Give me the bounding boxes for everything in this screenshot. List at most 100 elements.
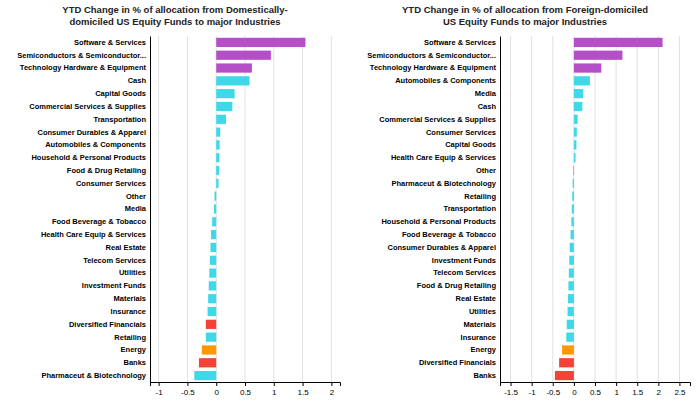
y-tick: Energy	[121, 345, 150, 354]
y-tick: Real Estate	[106, 243, 150, 252]
y-tick-label: Consumer Durables & Apparel	[388, 243, 497, 252]
y-tick-label: Materials	[113, 294, 146, 303]
bar	[566, 333, 574, 342]
y-tick: Real Estate	[456, 294, 500, 303]
x-tick-mark	[159, 382, 160, 386]
y-tick-label: Automobiles & Components	[395, 76, 496, 85]
x-tick-mark	[616, 382, 617, 386]
bar	[194, 371, 216, 380]
y-tick-label: Transportation	[93, 115, 146, 124]
bar	[573, 166, 575, 175]
grid-line	[158, 36, 159, 382]
y-tick: Health Care Equip & Services	[391, 153, 500, 162]
bar	[216, 115, 226, 124]
x-tick: -0.5	[546, 382, 560, 397]
y-tick-label: Diversified Financials	[419, 358, 496, 367]
bar	[574, 76, 590, 85]
bar	[211, 230, 216, 239]
bar	[573, 179, 574, 188]
grid-line	[273, 36, 274, 382]
bar	[216, 89, 234, 98]
x-tick: 2.5	[674, 382, 686, 397]
x-axis-line	[151, 383, 341, 387]
bar	[574, 63, 601, 72]
y-tick-label: Media	[125, 204, 147, 213]
x-tick-label: -0.5	[546, 388, 560, 397]
bar	[202, 345, 216, 354]
bar	[212, 217, 216, 226]
y-tick: Software & Services	[74, 38, 150, 47]
y-tick-label: Telecom Services	[83, 256, 146, 265]
y-axis-line	[500, 37, 501, 383]
y-tick: Capital Goods	[445, 140, 500, 149]
bar	[562, 345, 574, 354]
x-tick-label: 0.5	[590, 388, 602, 397]
y-tick: Consumer Services	[76, 179, 150, 188]
y-tick: Banks	[123, 358, 150, 367]
y-tick: Semiconductors & Semiconductor...	[367, 51, 500, 60]
bar	[574, 38, 663, 47]
bar	[574, 153, 576, 162]
y-tick-label: Technology Hardware & Equipment	[20, 63, 147, 72]
y-tick-label: Consumer Services	[426, 128, 496, 137]
x-axis-line	[501, 383, 691, 387]
y-tick: Cash	[478, 102, 500, 111]
y-tick: Telecom Services	[83, 256, 150, 265]
y-tick-label: Materials	[463, 320, 496, 329]
y-tick: Consumer Services	[426, 128, 500, 137]
x-tick: 0	[572, 382, 577, 397]
x-tick-label: 2	[330, 388, 335, 397]
y-tick-label: Food Beverage & Tobacco	[52, 217, 146, 226]
bar	[216, 76, 249, 85]
x-tick: -0.5	[181, 382, 195, 397]
bar	[216, 102, 232, 111]
x-tick: 0.5	[240, 382, 252, 397]
x-tick: 0.5	[590, 382, 602, 397]
y-tick: Semiconductors & Semiconductor...	[17, 51, 150, 60]
x-tick: 1.5	[632, 382, 644, 397]
x-axis: -1-0.500.511.52	[151, 382, 341, 397]
y-tick-label: Utilities	[469, 307, 496, 316]
y-tick: Commercial Services & Supplies	[29, 102, 150, 111]
x-tick-mark	[245, 382, 246, 386]
y-tick-label: Household & Personal Products	[381, 217, 496, 226]
grid-line	[616, 36, 617, 382]
y-tick-label: Investment Funds	[82, 281, 146, 290]
y-tick-label: Cash	[128, 76, 147, 85]
x-tick-mark	[595, 382, 596, 386]
x-tick: 1.5	[298, 382, 310, 397]
title-line: domiciled US Equity Funds to major Indus…	[69, 16, 280, 27]
x-tick: 1	[614, 382, 619, 397]
y-tick: Materials	[113, 294, 150, 303]
x-tick: -1	[529, 382, 537, 397]
y-tick-label: Retailing	[464, 192, 496, 201]
y-tick-label: Commercial Services & Supplies	[29, 102, 146, 111]
title-line: YTD Change in % of allocation from Domes…	[62, 4, 287, 15]
y-tick: Capital Goods	[95, 89, 150, 98]
y-tick: Materials	[463, 320, 500, 329]
bar	[570, 243, 574, 252]
grid	[511, 36, 680, 382]
grid-line	[302, 36, 303, 382]
x-tick-label: -1	[156, 388, 164, 397]
bar	[209, 281, 216, 290]
y-tick-label: Insurance	[111, 307, 146, 316]
x-tick-label: -0.5	[181, 388, 195, 397]
y-tick-label: Pharmaceut & Biotechnology	[41, 371, 146, 380]
x-tick-label: 1.5	[632, 388, 644, 397]
y-tick: Technology Hardware & Equipment	[370, 63, 500, 72]
bar	[216, 63, 252, 72]
x-tick-mark	[331, 382, 332, 386]
bar	[216, 140, 219, 149]
x-tick-mark	[274, 382, 275, 386]
y-tick-label: Capital Goods	[445, 140, 496, 149]
y-tick: Banks	[473, 371, 500, 380]
y-tick-label: Retailing	[114, 333, 146, 342]
grid-line	[245, 36, 246, 382]
y-tick-label: Energy	[121, 345, 147, 354]
bar	[216, 179, 218, 188]
y-tick: Diversified Financials	[69, 320, 150, 329]
y-tick-label: Real Estate	[456, 294, 496, 303]
y-tick-label: Banks	[473, 371, 496, 380]
bar	[569, 256, 574, 265]
